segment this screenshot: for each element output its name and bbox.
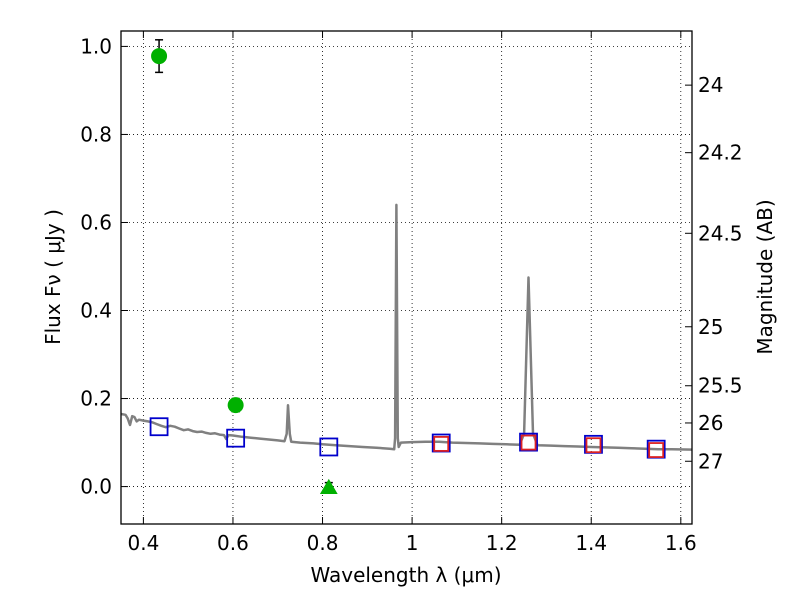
y-tick-label: 1.0 (80, 34, 112, 58)
template-spectrum-line (120, 203, 693, 451)
right-axis-label: Magnitude (AB) (753, 199, 777, 354)
template-spectrum-layer (120, 203, 693, 451)
model-flux-point (226, 428, 246, 448)
observed-flux-point (151, 48, 168, 65)
observed-flux-point (227, 397, 244, 414)
model-flux-point (149, 417, 169, 437)
mag-tick-label: 26 (698, 411, 723, 435)
mag-tick-label: 24.5 (698, 221, 743, 245)
x-tick-label: 1 (406, 531, 419, 555)
photometry-marks (149, 39, 666, 495)
y-tick-label: 0.6 (80, 210, 112, 234)
model-flux-point (520, 434, 537, 451)
y-tick-label: 0.2 (80, 387, 112, 411)
x-tick-label: 1.2 (486, 531, 518, 555)
mag-tick-label: 27 (698, 449, 723, 473)
mag-tick-label: 25 (698, 315, 723, 339)
y-tick-label: 0.0 (80, 475, 112, 499)
upper-limit-point (319, 478, 338, 495)
mag-tick-label: 24.2 (698, 141, 743, 165)
plot-frame (120, 30, 693, 525)
mag-tick-label: 24 (698, 73, 723, 97)
y-tick-label: 0.8 (80, 122, 112, 146)
mag-tick-label: 25.5 (698, 374, 743, 398)
y-axis-label: Flux Fν ( μJy ) (41, 209, 65, 345)
model-flux-point (585, 437, 602, 454)
model-flux-point (648, 442, 665, 458)
model-flux-point (319, 437, 339, 457)
x-tick-label: 1.4 (575, 531, 607, 555)
axis-ticks: 0.4 0.6 0.8 1 1.2 1.4 1.6 0.0 0.2 0.4 0.6 0.8 1.0 24 2… (80, 31, 743, 555)
x-axis-label: Wavelength λ (μm) (310, 563, 501, 587)
x-tick-label: 1.6 (665, 531, 697, 555)
model-flux-point (433, 435, 450, 452)
x-tick-label: 0.4 (127, 531, 159, 555)
x-tick-label: 0.6 (217, 531, 249, 555)
y-tick-label: 0.4 (80, 299, 112, 323)
plot-area (121, 31, 692, 524)
x-tick-label: 0.8 (307, 531, 339, 555)
model-flux-point (519, 432, 538, 452)
